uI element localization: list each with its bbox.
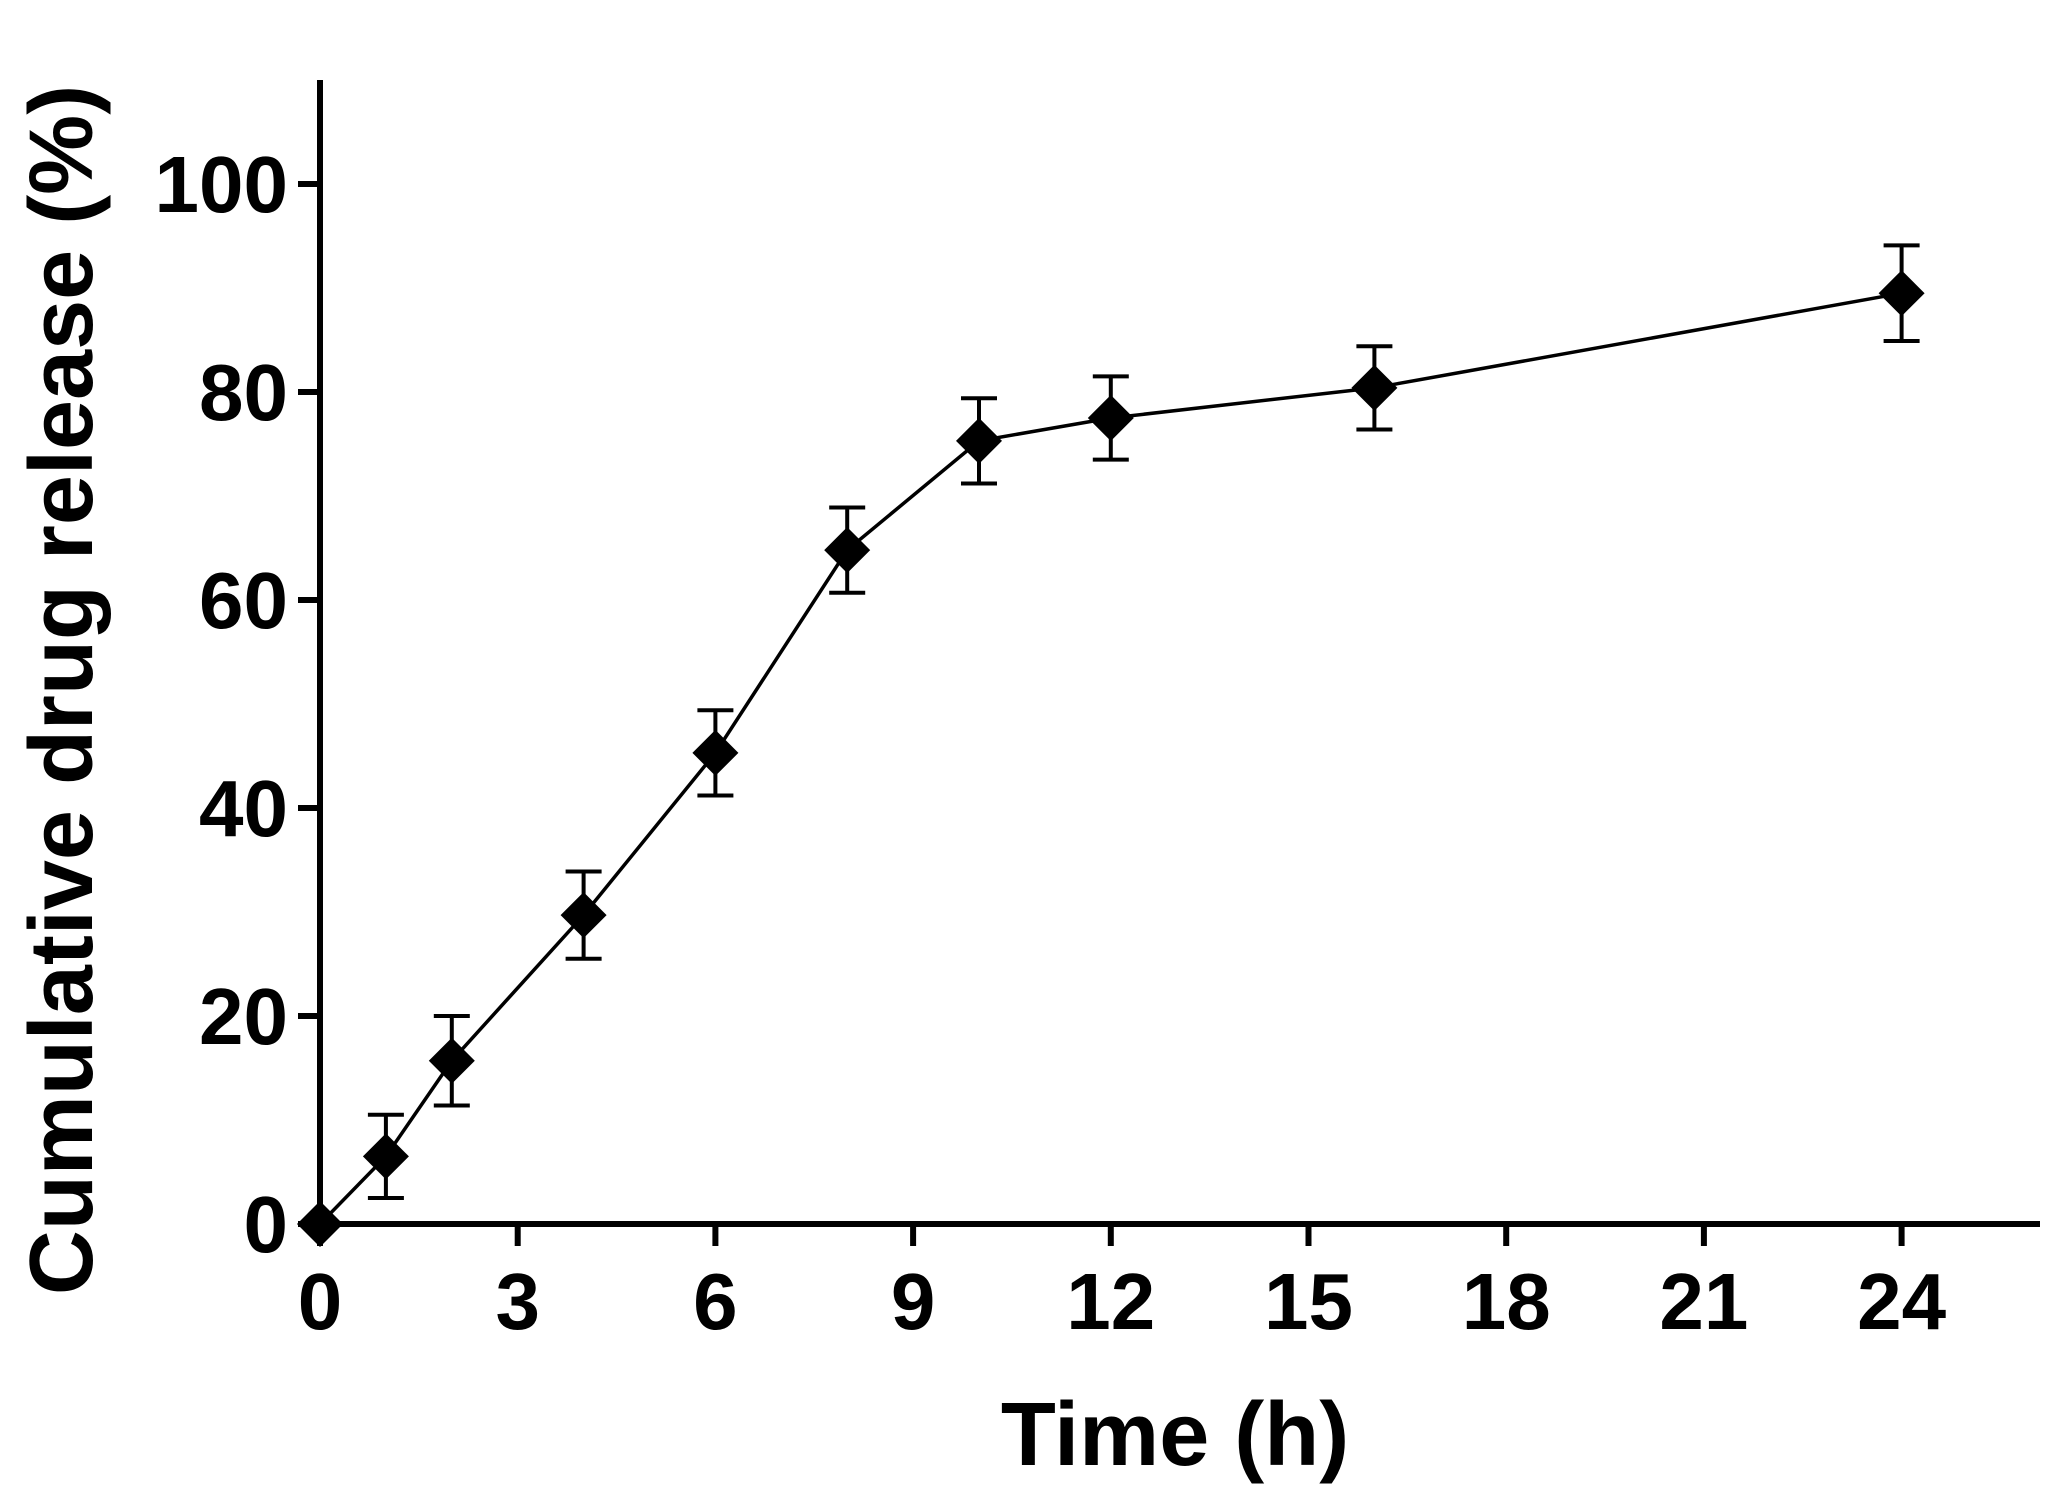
y-tick-label: 100: [155, 140, 288, 229]
data-point: [428, 1037, 475, 1084]
x-tick-label: 0: [298, 1257, 343, 1346]
x-tick-label: 9: [891, 1257, 936, 1346]
x-tick-label: 6: [693, 1257, 738, 1346]
x-axis-title: Time (h): [1001, 1385, 1349, 1485]
x-tick-label: 21: [1659, 1257, 1748, 1346]
data-point: [1087, 395, 1134, 441]
data-point: [824, 527, 871, 574]
x-tick-label: 12: [1066, 1257, 1155, 1346]
y-tick-label: 40: [199, 764, 288, 853]
series-line: [318, 291, 1902, 1226]
data-point: [956, 417, 1002, 464]
data-point: [692, 729, 739, 776]
data-point: [297, 1201, 343, 1247]
x-tick-label: 18: [1462, 1257, 1551, 1346]
x-tick-label: 15: [1264, 1257, 1353, 1346]
data-point: [1878, 270, 1925, 317]
plot-area: 0 3 6 9 12 15 18 21 24 0 20 40 60 80 100: [155, 80, 2040, 1346]
data-point: [362, 1133, 409, 1180]
y-tick-label: 80: [199, 348, 288, 437]
data-point: [1351, 364, 1398, 411]
y-axis-title: Cumulative drug release (%): [12, 85, 112, 1295]
x-tick-label: 3: [495, 1257, 540, 1346]
y-tick-label: 20: [199, 972, 288, 1061]
y-tick-label: 60: [199, 556, 288, 645]
x-tick-label: 24: [1857, 1257, 1946, 1346]
y-tick-label: 0: [244, 1180, 289, 1269]
data-point: [560, 892, 607, 939]
